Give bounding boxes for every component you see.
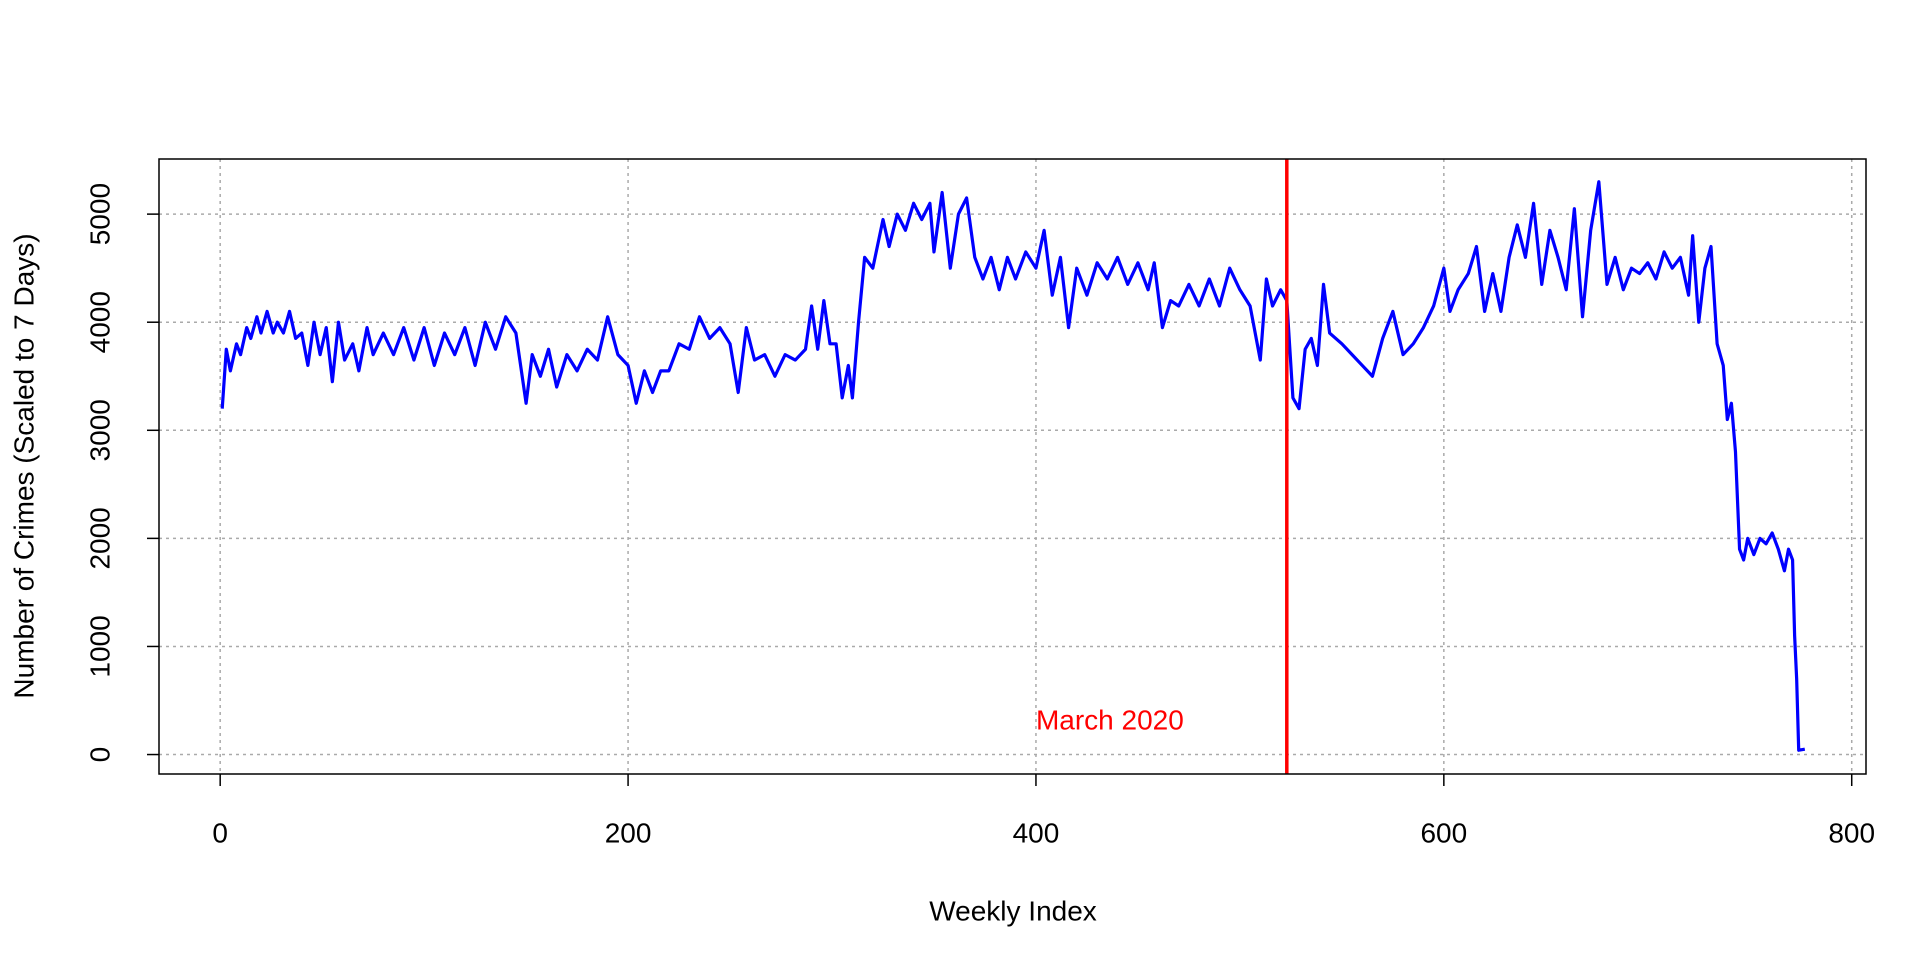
- x-tick-label: 200: [605, 817, 652, 848]
- x-tick-label: 600: [1420, 817, 1467, 848]
- x-axis-label: Weekly Index: [929, 895, 1097, 926]
- y-tick-label: 3000: [84, 399, 115, 461]
- y-axis-label: Number of Crimes (Scaled to 7 Days): [8, 233, 39, 698]
- line-series: [220, 180, 1806, 752]
- y-tick-label: 0: [84, 747, 115, 763]
- x-tick-label: 800: [1828, 817, 1875, 848]
- plot-frame: [158, 158, 1867, 775]
- y-tick-label: 4000: [84, 291, 115, 353]
- annotation: March 2020: [1036, 705, 1184, 736]
- y-tick-label: 5000: [84, 183, 115, 245]
- y-tick-label: 2000: [84, 507, 115, 569]
- x-tick-label: 400: [1013, 817, 1060, 848]
- x-tick-label: 0: [212, 817, 228, 848]
- y-tick-label: 1000: [84, 615, 115, 677]
